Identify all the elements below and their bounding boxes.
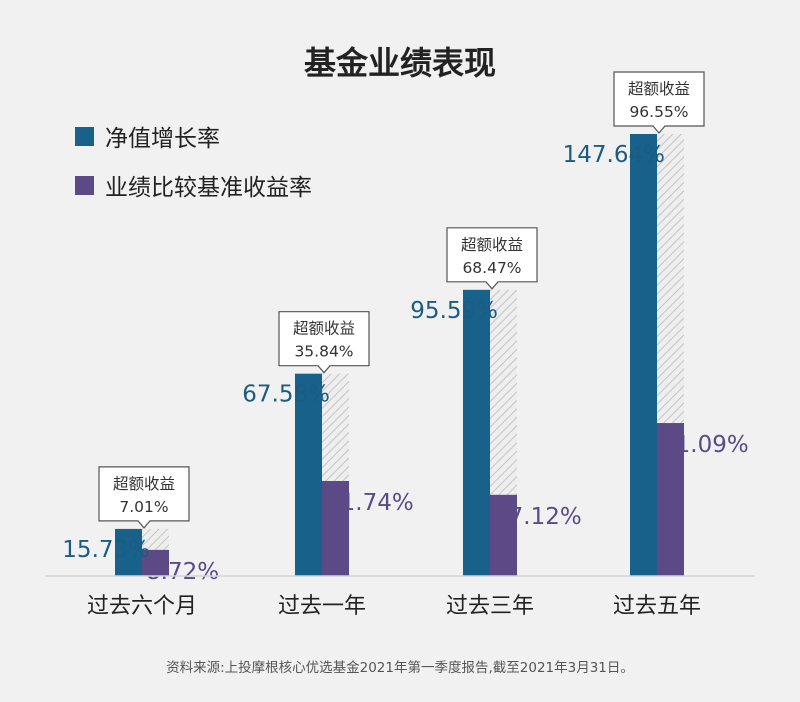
nav-value-label: 147.64% (563, 142, 665, 168)
benchmark-value-label: 27.12% (494, 504, 582, 530)
x-axis-tick-label: 过去三年 (446, 594, 534, 619)
source-note: 资料来源:上投摩根核心优选基金2021年第一季度报告,截至2021年3月31日。 (166, 659, 634, 676)
excess-return-label: 超额收益 (293, 320, 355, 338)
nav-growth-bar (630, 134, 657, 576)
excess-return-value: 35.84% (294, 343, 353, 361)
excess-return-value: 96.55% (629, 103, 688, 121)
excess-return-bar (657, 134, 684, 424)
legend: 净值增长率 业绩比较基准收益率 (75, 126, 312, 201)
benchmark-value-label: 31.74% (326, 490, 414, 516)
x-axis-tick-label: 过去五年 (613, 594, 701, 619)
excess-return-value: 68.47% (462, 259, 521, 277)
nav-growth-bar (115, 528, 142, 576)
benchmark-bar (322, 480, 349, 576)
excess-return-callout (98, 466, 190, 529)
chart-title: 基金业绩表现 (304, 44, 496, 82)
plot-area: 15.73%8.72% 超额收益 7.01% 67.58% 31.74% 超额收益 35.8… (62, 71, 749, 585)
benchmark-value-label: 51.09% (661, 432, 749, 458)
benchmark-bar (657, 423, 684, 576)
nav-value-label: 15.73% (62, 537, 150, 563)
benchmark-bar (490, 494, 517, 576)
legend-label-nav: 净值增长率 (105, 126, 220, 152)
x-axis-tick-label: 过去六个月 (87, 594, 197, 619)
nav-value-label: 95.59% (410, 298, 498, 324)
excess-return-callout (446, 227, 538, 290)
excess-return-callout (278, 311, 370, 374)
excess-return-bar (142, 528, 169, 550)
excess-return-label: 超额收益 (628, 80, 690, 98)
excess-return-label: 超额收益 (113, 475, 175, 493)
excess-return-value: 7.01% (119, 498, 168, 516)
benchmark-value-label: 8.72% (146, 559, 219, 585)
legend-swatch-benchmark (75, 176, 94, 195)
benchmark-bar (142, 549, 169, 576)
nav-growth-bar (295, 373, 322, 576)
excess-return-callout (613, 71, 705, 134)
excess-return-bar (490, 289, 517, 495)
excess-return-bar (322, 373, 349, 481)
x-axis-labels: 过去六个月 过去一年 过去三年 过去五年 (87, 594, 701, 619)
legend-swatch-nav (75, 127, 94, 146)
nav-growth-bar (463, 289, 490, 576)
excess-return-label: 超额收益 (461, 236, 523, 254)
legend-label-benchmark: 业绩比较基准收益率 (105, 175, 312, 201)
nav-value-label: 67.58% (242, 382, 330, 408)
x-axis-tick-label: 过去一年 (278, 594, 366, 619)
